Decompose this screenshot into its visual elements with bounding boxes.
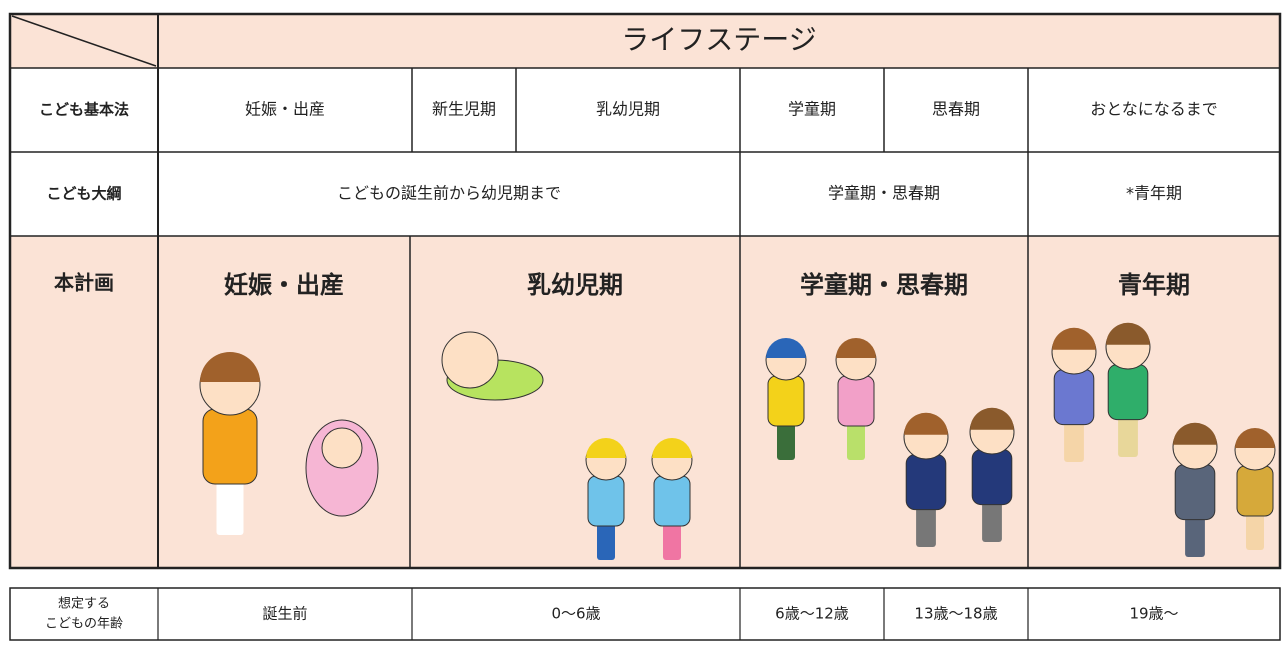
figure-body: [587, 475, 625, 527]
figure-hair: [1235, 428, 1275, 448]
stage-cell: 学童期: [788, 100, 836, 119]
figure-body: [1236, 465, 1274, 517]
figure-legs: [216, 475, 244, 535]
title-row-bg: [10, 14, 1280, 68]
figure-hair: [200, 352, 260, 382]
figure-legs: [916, 503, 936, 547]
figure: [835, 338, 877, 460]
row-label: 本計画: [54, 271, 114, 295]
figure-body: [837, 375, 875, 427]
plan-stage: 青年期: [1118, 271, 1190, 299]
age-cell: 誕生前: [262, 605, 307, 623]
figure-body: [1107, 364, 1149, 421]
table-border: [8, 12, 1282, 570]
stage-cell: 新生児期: [432, 100, 496, 119]
figure-hair: [766, 338, 806, 358]
figure-legs: [1246, 510, 1264, 550]
title: ライフステージ: [621, 23, 816, 56]
table-lines: [8, 12, 1282, 641]
stage-cell: 学童期・思春期: [828, 184, 940, 203]
figure-legs: [982, 498, 1002, 542]
row-label: こども大綱: [46, 185, 121, 203]
figure-body: [202, 408, 258, 485]
figure-legs: [777, 420, 795, 460]
figure-legs: [1185, 513, 1205, 557]
figure-body: [1053, 369, 1095, 426]
stage-cell: こどもの誕生前から幼児期まで: [337, 184, 561, 203]
plan-stage: 学童期・思春期: [800, 271, 968, 299]
figure-body: [1174, 464, 1216, 521]
illustrations: [199, 322, 1276, 560]
stage-cell: 妊娠・出産: [245, 100, 325, 119]
figure-hair: [1052, 327, 1096, 350]
stage-cell: *青年期: [1126, 184, 1182, 203]
figure-legs: [663, 520, 681, 560]
diagonal: [11, 15, 157, 67]
age-cell: 13歳～18歳: [914, 605, 997, 623]
age-table-border: [9, 587, 1281, 641]
figure: [1105, 322, 1151, 457]
figure-hair: [586, 438, 626, 458]
crawling-baby-head: [441, 331, 499, 389]
age-cell: 6歳～12歳: [775, 605, 849, 623]
figure-legs: [1118, 413, 1138, 457]
stage-cell: おとなになるまで: [1090, 100, 1218, 119]
figure-legs: [597, 520, 615, 560]
figure-body: [653, 475, 691, 527]
baby-face: [321, 427, 363, 469]
plan-stage: 乳幼児期: [527, 271, 623, 299]
stage-cell: 乳幼児期: [596, 100, 660, 119]
figure: [1234, 428, 1276, 550]
figure-hair: [1173, 422, 1217, 445]
figure: [765, 338, 807, 460]
figure-hair: [1106, 322, 1150, 345]
age-label: こどもの年齢: [45, 617, 123, 632]
stage-cell: 思春期: [932, 100, 980, 119]
figure: [651, 438, 693, 560]
figure-body: [767, 375, 805, 427]
figure-hair: [652, 438, 692, 458]
age-label: 想定する: [58, 596, 110, 612]
figure-body: [905, 454, 947, 511]
figure: [969, 407, 1015, 542]
age-cell: 19歳～: [1129, 605, 1178, 623]
figure: [199, 352, 261, 535]
figure: [903, 412, 949, 547]
row-label: こども基本法: [39, 101, 129, 119]
figure: [585, 438, 627, 560]
figure: [1051, 327, 1097, 462]
figure-hair: [836, 338, 876, 358]
age-cell: 0～6歳: [551, 605, 600, 623]
figure-body: [971, 449, 1013, 506]
plan-stage: 妊娠・出産: [224, 271, 344, 299]
figure-hair: [970, 407, 1014, 430]
figure: [1172, 422, 1218, 557]
figure-legs: [1064, 418, 1084, 462]
figure-legs: [847, 420, 865, 460]
figure-hair: [904, 412, 948, 435]
